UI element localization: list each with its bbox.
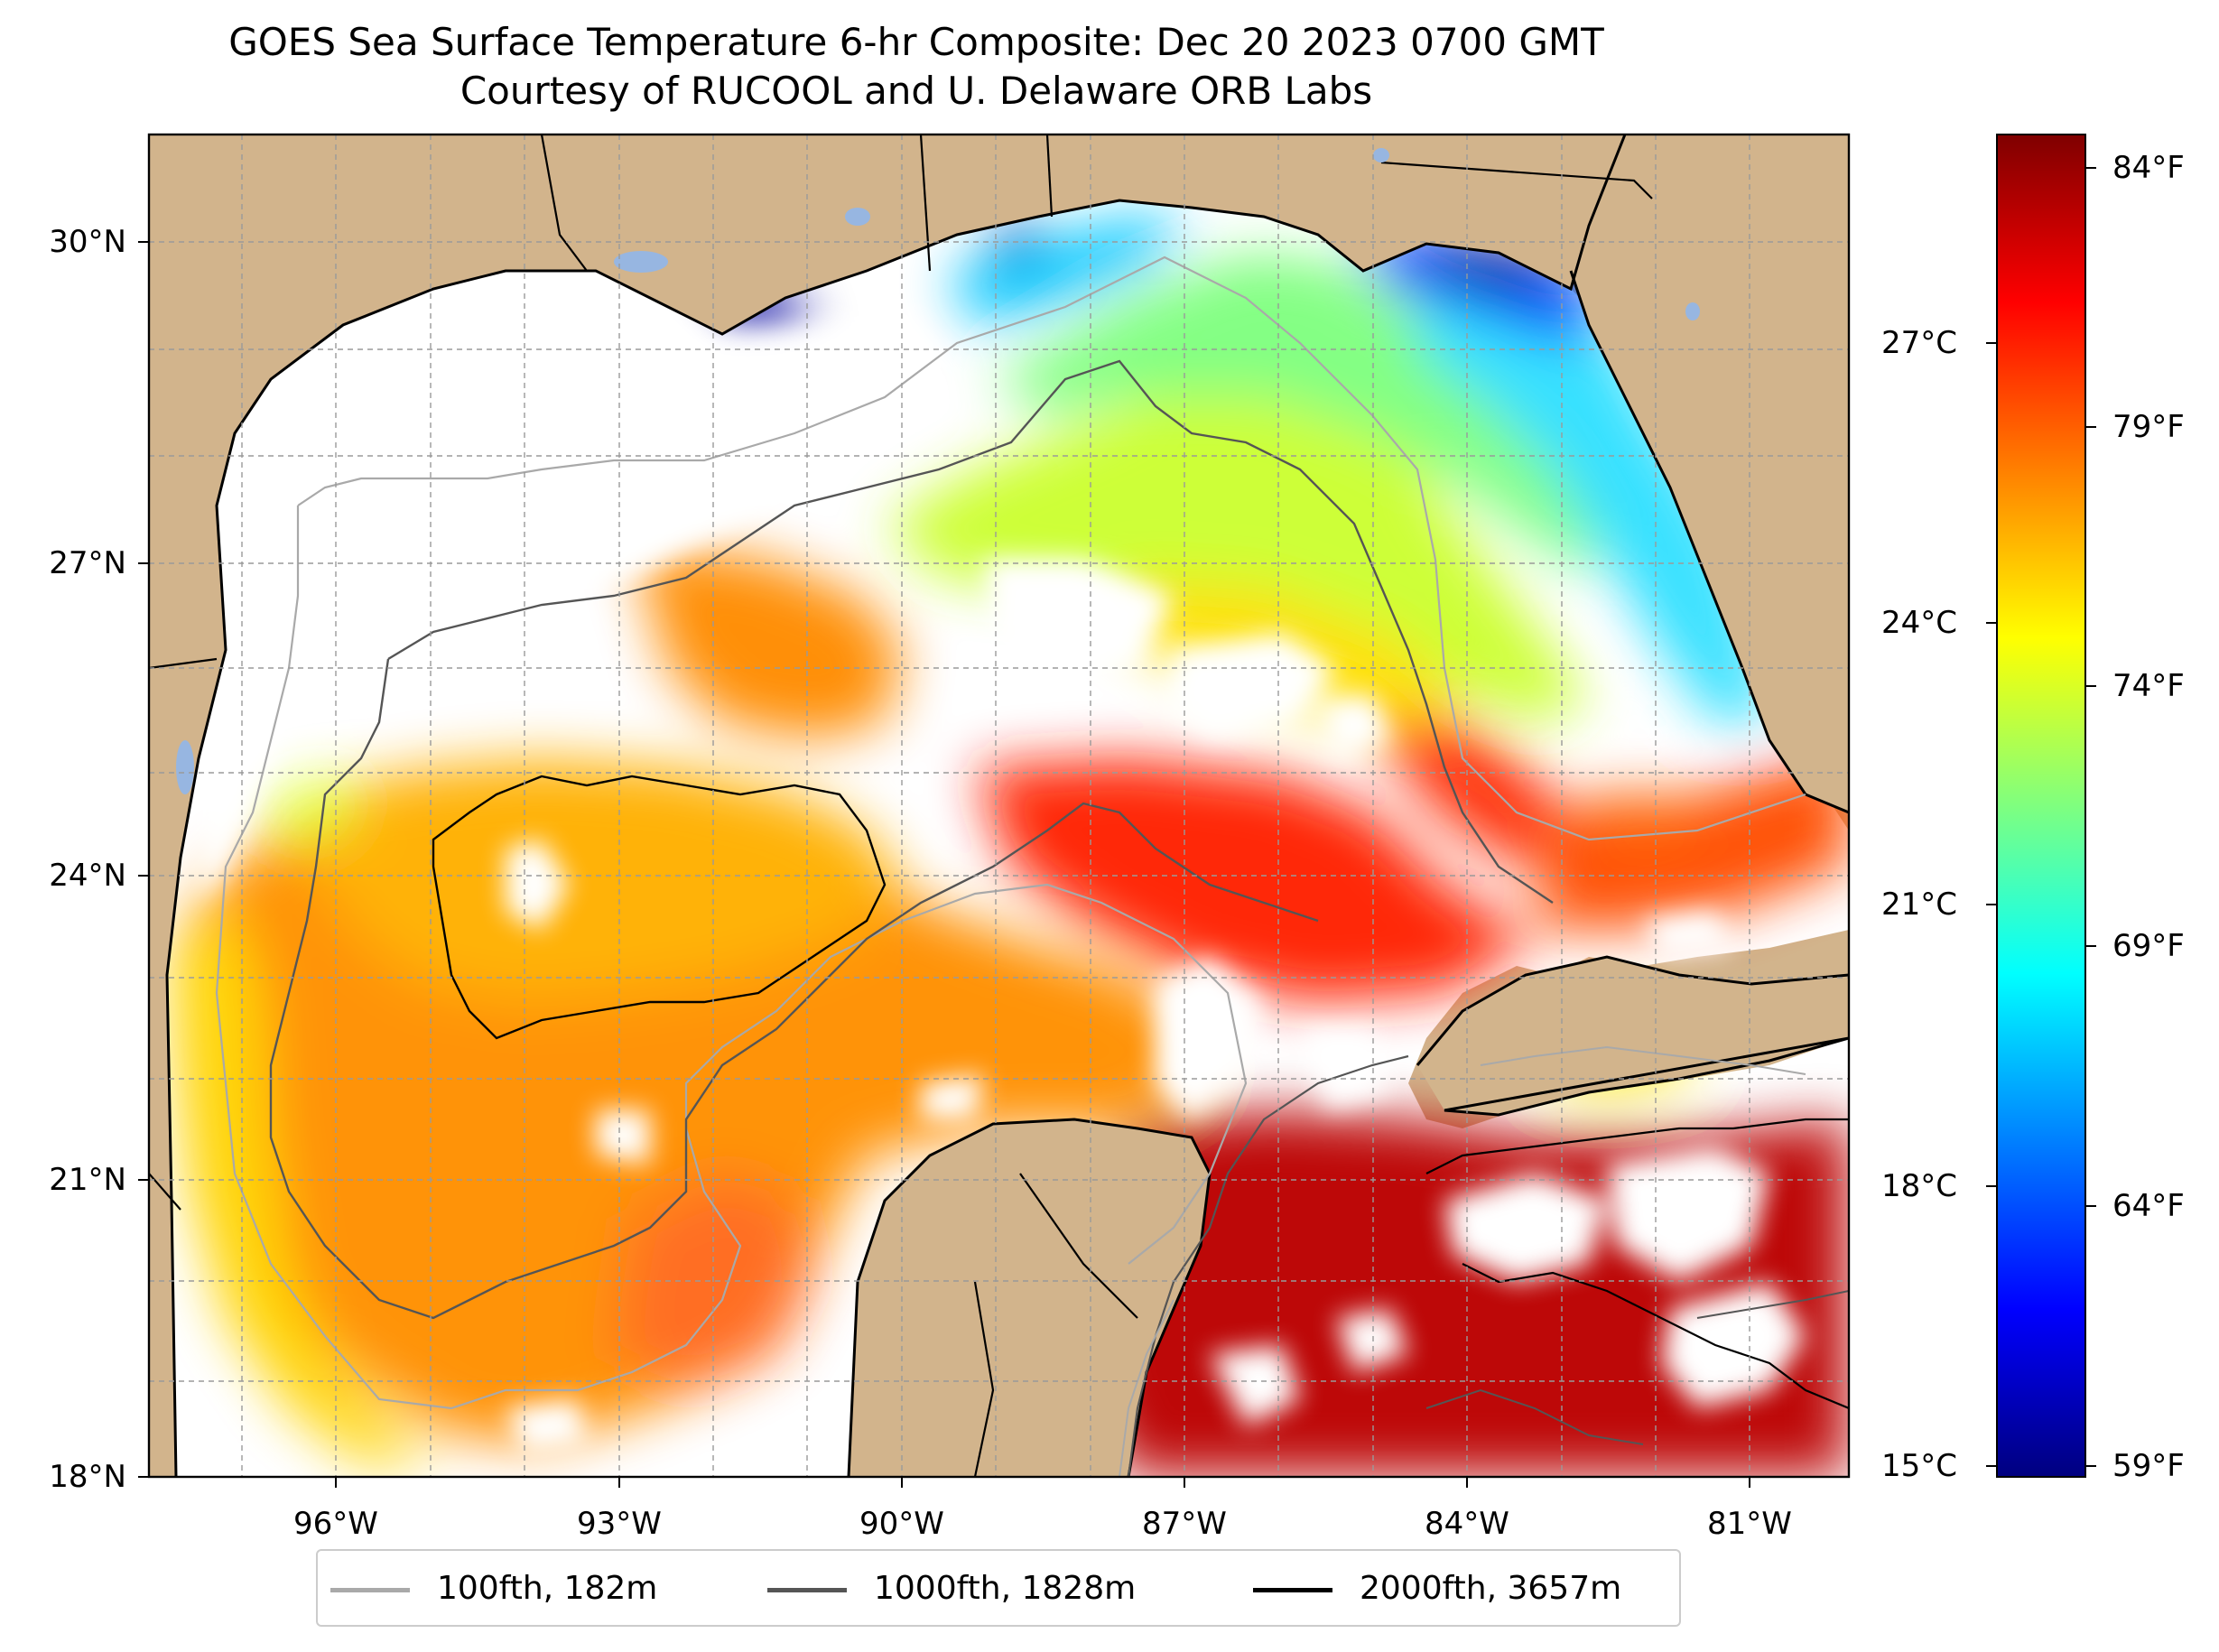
colorbar-f-label: 64°F bbox=[2112, 1188, 2185, 1224]
colorbar-c-label: 27°C bbox=[1880, 325, 1957, 361]
axis-ticks bbox=[138, 241, 1750, 1488]
lat-tick-label: 18°N bbox=[49, 1459, 126, 1495]
colorbar-f-label: 59°F bbox=[2112, 1448, 2185, 1484]
colorbar-ticks bbox=[1986, 167, 2096, 1467]
lat-tick-label: 30°N bbox=[49, 224, 126, 260]
graticule bbox=[149, 135, 1849, 1477]
contour-legend: 100fth, 182m 1000fth, 1828m 2000fth, 365… bbox=[316, 1549, 1681, 1627]
legend-label: 100fth, 182m bbox=[437, 1570, 658, 1607]
colorbar-f-label: 79°F bbox=[2112, 409, 2185, 445]
lon-tick-label: 81°W bbox=[1707, 1506, 1792, 1542]
colorbar-f-label: 84°F bbox=[2112, 150, 2185, 186]
legend-line-100fth bbox=[330, 1588, 410, 1592]
colorbar-f-label: 74°F bbox=[2112, 668, 2185, 704]
colorbar bbox=[1996, 134, 2086, 1478]
colorbar-c-label: 15°C bbox=[1880, 1448, 1957, 1484]
lat-tick-label: 24°N bbox=[49, 858, 126, 894]
colorbar-c-label: 24°C bbox=[1880, 605, 1957, 641]
lakes bbox=[176, 148, 1700, 794]
lon-tick-label: 96°W bbox=[293, 1506, 378, 1542]
legend-label: 2000fth, 3657m bbox=[1360, 1570, 1622, 1607]
legend-line-1000fth bbox=[767, 1588, 847, 1592]
map-subtitle: Courtesy of RUCOOL and U. Delaware ORB L… bbox=[460, 69, 1373, 113]
colorbar-c-label: 21°C bbox=[1880, 886, 1957, 923]
bathymetry-contours bbox=[215, 255, 1849, 1477]
lon-tick-label: 90°W bbox=[859, 1506, 944, 1542]
colorbar-f-label: 69°F bbox=[2112, 928, 2185, 964]
colorbar-c-label: 18°C bbox=[1880, 1168, 1957, 1204]
sst-field bbox=[172, 135, 1849, 1477]
legend-label: 1000fth, 1828m bbox=[874, 1570, 1137, 1607]
legend-line-2000fth bbox=[1253, 1588, 1332, 1592]
lon-tick-label: 87°W bbox=[1142, 1506, 1227, 1542]
lat-tick-label: 21°N bbox=[49, 1162, 126, 1198]
lat-tick-label: 27°N bbox=[49, 545, 126, 581]
lon-tick-label: 84°W bbox=[1425, 1506, 1509, 1542]
map-title: GOES Sea Surface Temperature 6-hr Compos… bbox=[228, 20, 1604, 64]
map-frame bbox=[147, 133, 1851, 1479]
lon-tick-label: 93°W bbox=[577, 1506, 662, 1542]
